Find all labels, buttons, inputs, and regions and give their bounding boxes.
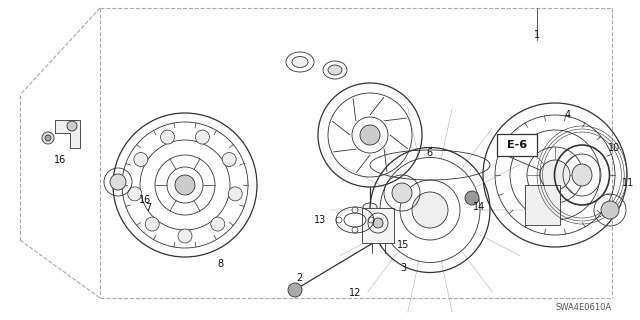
Circle shape bbox=[195, 130, 209, 144]
Text: 13: 13 bbox=[314, 215, 326, 225]
Circle shape bbox=[67, 121, 77, 131]
Circle shape bbox=[601, 201, 619, 219]
Circle shape bbox=[128, 187, 142, 201]
Text: SWA4E0610A: SWA4E0610A bbox=[556, 303, 612, 312]
Text: 16: 16 bbox=[54, 155, 66, 165]
Circle shape bbox=[211, 217, 225, 231]
Text: 4: 4 bbox=[565, 110, 571, 120]
Circle shape bbox=[465, 191, 479, 205]
Text: 14: 14 bbox=[473, 202, 485, 212]
Ellipse shape bbox=[328, 65, 342, 75]
Text: 10: 10 bbox=[608, 143, 620, 153]
Circle shape bbox=[360, 125, 380, 145]
Text: 3: 3 bbox=[400, 263, 406, 273]
FancyBboxPatch shape bbox=[497, 134, 537, 156]
Text: 6: 6 bbox=[426, 148, 432, 158]
Circle shape bbox=[373, 218, 383, 228]
Ellipse shape bbox=[363, 203, 377, 211]
Bar bbox=[362, 208, 394, 243]
Ellipse shape bbox=[292, 57, 308, 68]
Circle shape bbox=[161, 130, 175, 144]
Text: 11: 11 bbox=[622, 178, 634, 188]
Text: 1: 1 bbox=[534, 30, 540, 40]
Circle shape bbox=[134, 153, 148, 166]
Circle shape bbox=[110, 174, 126, 190]
Text: 15: 15 bbox=[397, 240, 409, 250]
Circle shape bbox=[45, 135, 51, 141]
Circle shape bbox=[288, 283, 302, 297]
Text: 16: 16 bbox=[139, 195, 151, 205]
Circle shape bbox=[540, 160, 570, 190]
Text: 7: 7 bbox=[145, 203, 151, 213]
Circle shape bbox=[145, 217, 159, 231]
Polygon shape bbox=[525, 185, 560, 225]
Circle shape bbox=[178, 229, 192, 243]
Circle shape bbox=[412, 192, 448, 228]
Text: 8: 8 bbox=[217, 259, 223, 269]
Circle shape bbox=[42, 132, 54, 144]
Polygon shape bbox=[55, 120, 80, 148]
Circle shape bbox=[222, 153, 236, 166]
Circle shape bbox=[228, 187, 242, 201]
Circle shape bbox=[392, 183, 412, 203]
Ellipse shape bbox=[572, 164, 592, 186]
Text: 2: 2 bbox=[296, 273, 302, 283]
Text: 12: 12 bbox=[349, 288, 361, 298]
Text: E-6: E-6 bbox=[507, 140, 527, 150]
Circle shape bbox=[175, 175, 195, 195]
